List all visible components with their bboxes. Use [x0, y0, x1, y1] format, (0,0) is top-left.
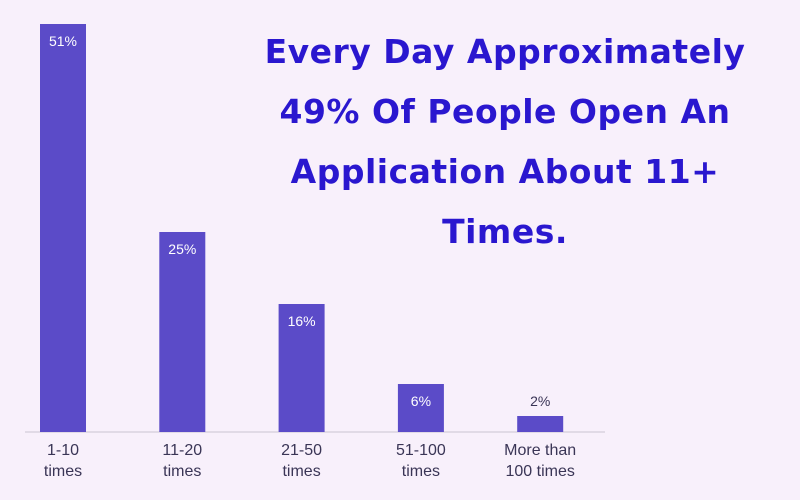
x-tick-label: 21-50 times	[281, 442, 323, 480]
chart-title: Every Day Approximately 49% Of People Op…	[264, 32, 746, 251]
bar	[40, 24, 86, 432]
bar	[278, 304, 325, 432]
x-tick-label: More than 100 times	[504, 442, 577, 480]
bar	[159, 232, 206, 432]
bar	[397, 384, 444, 432]
value-label: 2%	[530, 393, 550, 409]
x-tick-label: 51-100 times	[395, 442, 446, 480]
value-label: 16%	[288, 313, 316, 329]
value-label: 25%	[168, 241, 196, 257]
x-tick-label: 11-20 times	[162, 442, 203, 480]
bar	[517, 416, 564, 432]
value-label: 6%	[411, 393, 431, 409]
value-label: 51%	[49, 33, 77, 49]
x-tick-label: 1-10 times	[43, 442, 83, 480]
